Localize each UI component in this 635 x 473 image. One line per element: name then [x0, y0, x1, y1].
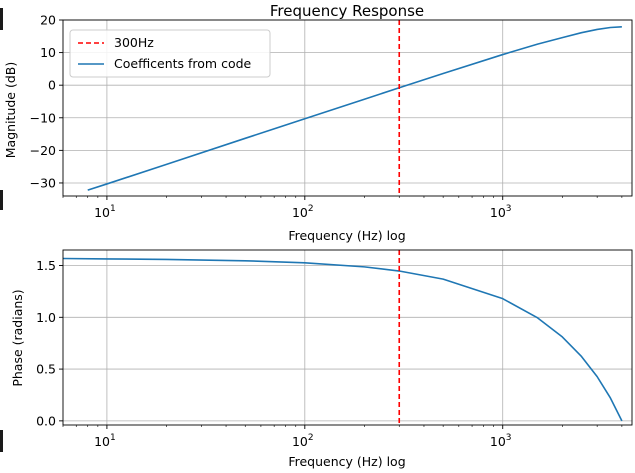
x-axis-label: Frequency (Hz) log [288, 228, 405, 243]
x-tick-label: 102 [292, 204, 314, 220]
x-tick-label: 101 [94, 204, 116, 220]
magnitude-panel: Frequency Response 101 102 103 20 10 0 −10 −20 −… [3, 2, 633, 243]
left-edge-mark [0, 8, 3, 30]
y-tick-label: −20 [30, 143, 56, 158]
plot-frame [62, 249, 633, 426]
y-tick-label: 0.5 [36, 362, 56, 377]
y-tick-label: 1.0 [36, 310, 56, 325]
y-tick-label: 10 [40, 45, 56, 60]
y-tick-label: 20 [40, 13, 56, 28]
y-axis-label: Phase (radians) [10, 289, 25, 386]
left-edge-mark [0, 430, 3, 452]
plot-frame [62, 19, 633, 197]
x-tick-label: 101 [94, 433, 116, 449]
y-tick-label: 0 [48, 78, 56, 93]
series-line [87, 26, 622, 191]
x-tick-label: 103 [490, 433, 512, 449]
legend-box [69, 29, 271, 78]
series-line [62, 257, 623, 422]
y-tick-label: −10 [30, 110, 56, 125]
chart-title: Frequency Response [270, 2, 424, 20]
legend: 300Hz Coefficents from code [69, 29, 271, 78]
left-edge-mark [0, 190, 3, 210]
x-tick-label: 103 [490, 204, 512, 220]
phase-panel: 101 102 103 1.5 1.0 0.5 0.0 Frequency (Hz) log… [10, 249, 633, 469]
y-tick-label: −30 [30, 175, 56, 190]
x-axis-label: Frequency (Hz) log [288, 454, 405, 469]
legend-label-coefficients: Coefficents from code [114, 56, 252, 71]
y-tick-label: 0.0 [36, 413, 56, 428]
legend-label-300hz: 300Hz [114, 35, 154, 50]
y-tick-label: 1.5 [36, 258, 56, 273]
x-tick-label: 102 [292, 433, 314, 449]
y-axis-label: Magnitude (dB) [3, 62, 18, 158]
